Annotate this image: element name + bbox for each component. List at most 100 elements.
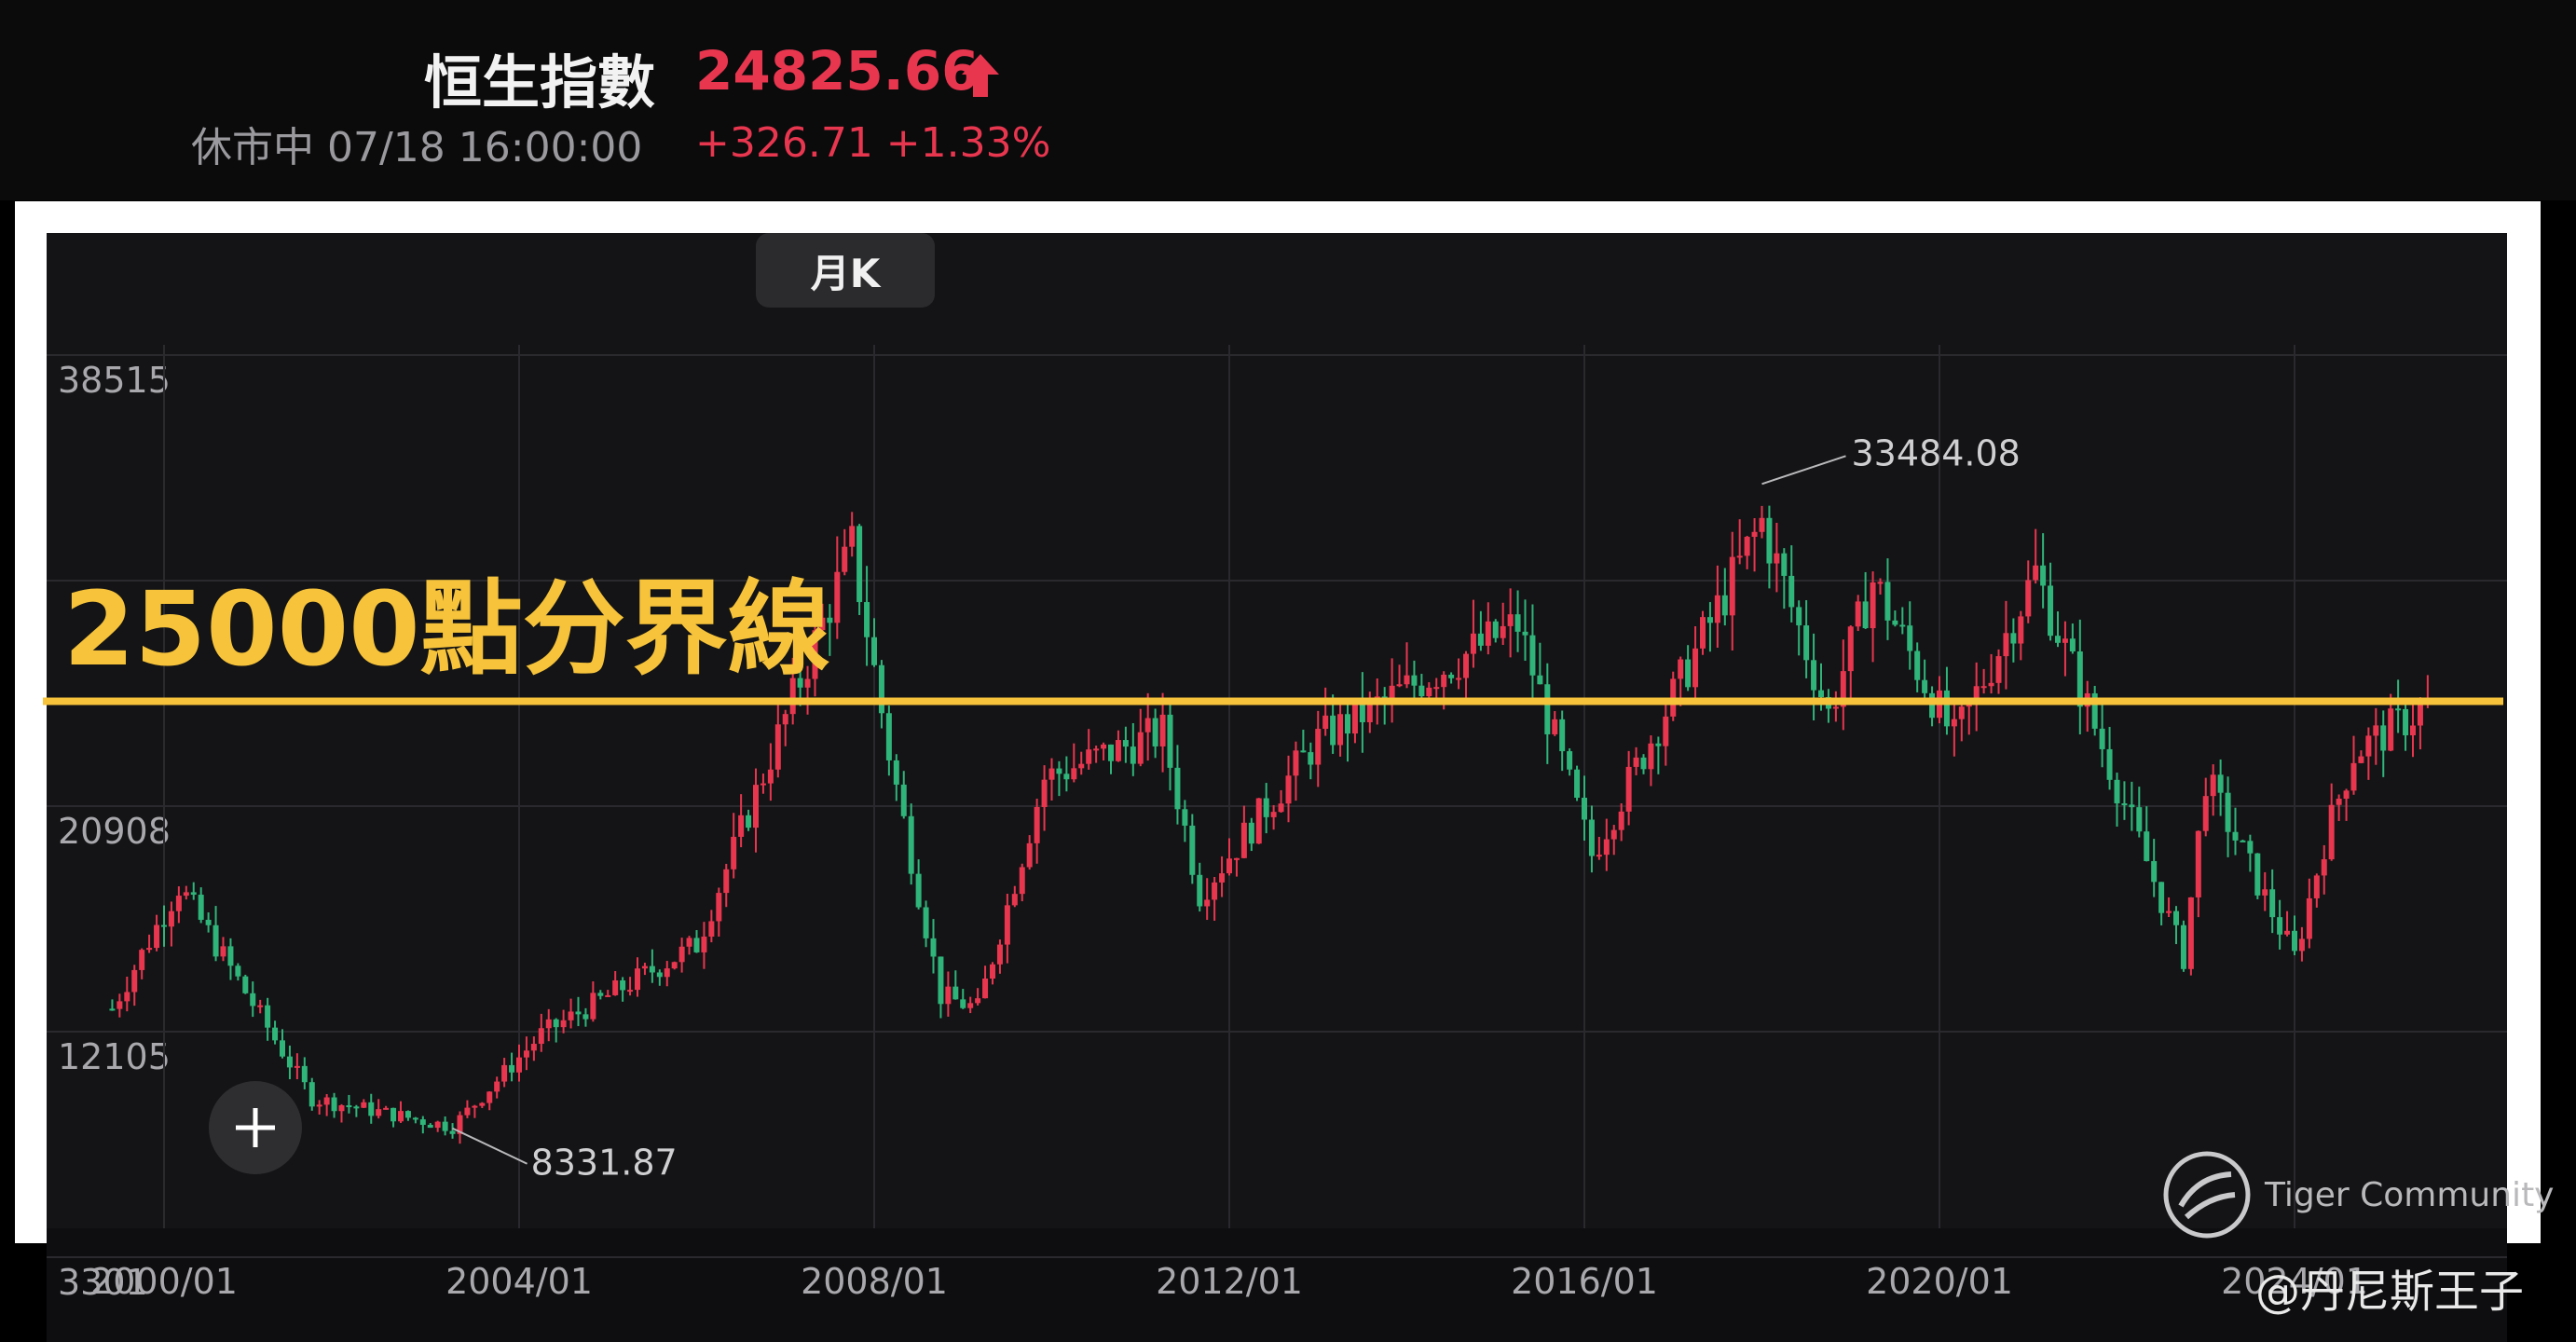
candle-body	[1603, 839, 1610, 856]
candle-body	[878, 664, 884, 714]
candle-body	[1093, 748, 1100, 751]
candle-body	[1071, 768, 1077, 780]
x-tick-label: 2024/01	[2221, 1261, 2368, 1302]
candle-body	[1721, 595, 1728, 616]
candle-body	[693, 938, 700, 952]
candle-body	[746, 815, 752, 828]
candle-body	[1285, 775, 1292, 804]
candle-body	[2195, 830, 2201, 897]
candle-body	[479, 1102, 486, 1106]
candle-body	[1056, 768, 1062, 774]
candle-body	[938, 956, 944, 1005]
candle-body	[398, 1111, 404, 1122]
candle-body	[2076, 651, 2083, 707]
candle-body	[404, 1111, 411, 1118]
candle-body	[376, 1109, 382, 1116]
candle-body	[1943, 690, 1950, 727]
candle-body	[649, 965, 655, 973]
candle-body	[265, 1005, 271, 1028]
candle-body	[2254, 853, 2261, 896]
candle-body	[1337, 714, 1344, 746]
candle-body	[789, 678, 796, 715]
candle-body	[2358, 756, 2364, 763]
candle-body	[2129, 804, 2135, 808]
candle-body	[250, 993, 256, 1006]
x-axis-band	[47, 1228, 2507, 1342]
candle-body	[2010, 633, 2017, 644]
candle-body	[242, 976, 249, 993]
candle-body	[560, 1020, 567, 1028]
candle-body	[1308, 752, 1314, 765]
candle-body	[1374, 696, 1380, 699]
candle-body	[220, 946, 226, 957]
y-tick-label: 12105	[58, 1036, 171, 1077]
candle-body	[1359, 698, 1365, 722]
candle-body	[1951, 719, 1957, 727]
candle-body	[1115, 740, 1121, 761]
candle-body	[2151, 860, 2158, 883]
candle-body	[849, 526, 856, 547]
candle-body	[731, 836, 737, 870]
candle-body	[1640, 757, 1647, 770]
candle-body	[635, 968, 640, 991]
candle-body	[1884, 582, 1891, 621]
candle-body	[2350, 762, 2357, 791]
candle-body	[1514, 614, 1521, 632]
candle-body	[1330, 715, 1336, 746]
watermark: Tiger Community	[2160, 1148, 2554, 1241]
candle-body	[1847, 626, 1854, 672]
period-button[interactable]: 月K	[756, 233, 935, 308]
candle-body	[2247, 841, 2254, 854]
candle-body	[1204, 899, 1211, 907]
candle-body	[1122, 740, 1129, 747]
candle-body	[2069, 638, 2076, 652]
candle-body	[2210, 774, 2216, 797]
candle-body	[472, 1105, 478, 1108]
candle-body	[1189, 825, 1196, 875]
candle-body	[523, 1050, 529, 1058]
candle-body	[620, 979, 626, 991]
candle-body	[960, 999, 966, 1008]
candle-body	[2091, 692, 2098, 729]
candle-body	[2262, 889, 2268, 896]
candle-body	[2018, 616, 2024, 644]
candle-body	[516, 1057, 522, 1073]
candle-body	[1907, 625, 1913, 651]
candle-body	[1418, 685, 1425, 697]
candle-body	[1663, 716, 1669, 746]
candle-body	[509, 1064, 515, 1073]
candle-body	[175, 896, 182, 911]
x-tick-label: 2016/01	[1511, 1261, 1658, 1302]
candle-body	[331, 1097, 337, 1112]
candle-body	[1448, 674, 1455, 678]
add-button[interactable]	[209, 1081, 302, 1174]
candle-body	[716, 893, 722, 922]
candle-body	[664, 968, 670, 978]
candle-body	[323, 1097, 330, 1105]
candle-body	[2410, 725, 2416, 736]
candle-body	[2144, 831, 2150, 861]
candle-body	[294, 1065, 300, 1068]
candle-body	[2225, 792, 2231, 832]
candle-body	[391, 1107, 397, 1122]
candle-body	[1899, 624, 1906, 627]
candle-body	[1692, 648, 1699, 688]
plus-icon	[236, 1108, 275, 1147]
candle-body	[1011, 894, 1018, 906]
candle-body	[1980, 686, 1987, 689]
candle-body	[782, 714, 788, 725]
candle-body	[538, 1028, 544, 1045]
candle-body	[1130, 746, 1136, 764]
candle-body	[1086, 749, 1092, 764]
candle-body	[1744, 537, 1750, 556]
candle-body	[486, 1091, 493, 1103]
candle-body	[1818, 690, 1824, 698]
x-tick-label: 2008/01	[801, 1261, 948, 1302]
candle-body	[280, 1040, 285, 1057]
candle-body	[109, 1008, 116, 1011]
candle-body	[1167, 714, 1173, 768]
candle-body	[1492, 621, 1499, 638]
candle-body	[2336, 799, 2342, 805]
candle-body	[427, 1124, 433, 1129]
